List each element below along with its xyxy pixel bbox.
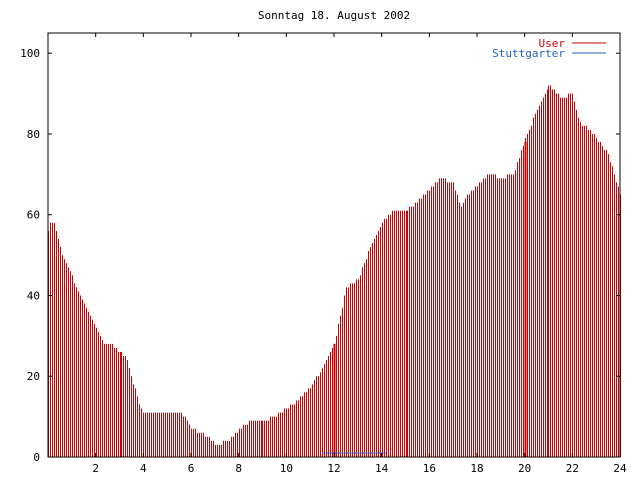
legend-label-stuttgarter: Stuttgarter xyxy=(492,47,565,60)
legend: User Stuttgarter xyxy=(492,37,606,60)
y-tick-label: 0 xyxy=(33,451,40,464)
x-tick-label: 16 xyxy=(423,462,436,475)
y-tick-label: 40 xyxy=(27,289,40,302)
chart-title: Sonntag 18. August 2002 xyxy=(258,9,410,22)
y-tick-label: 80 xyxy=(27,128,40,141)
x-axis: 2 4 6 8 10 12 14 16 18 20 22 24 xyxy=(92,33,627,475)
y-tick-label: 100 xyxy=(20,47,40,60)
y-tick-label: 20 xyxy=(27,370,40,383)
x-tick-label: 20 xyxy=(518,462,531,475)
x-tick-label: 2 xyxy=(92,462,99,475)
x-tick-label: 4 xyxy=(140,462,147,475)
x-tick-label: 24 xyxy=(613,462,627,475)
x-tick-label: 22 xyxy=(566,462,579,475)
x-tick-label: 12 xyxy=(327,462,340,475)
legend-label-user: User xyxy=(539,37,566,50)
x-tick-label: 8 xyxy=(235,462,242,475)
x-tick-label: 6 xyxy=(188,462,195,475)
x-tick-label: 10 xyxy=(280,462,293,475)
y-tick-label: 60 xyxy=(27,209,40,222)
x-tick-label: 18 xyxy=(470,462,483,475)
bars-group xyxy=(48,85,621,457)
y-axis: 0 20 40 60 80 100 xyxy=(20,47,620,464)
x-tick-label: 14 xyxy=(375,462,389,475)
